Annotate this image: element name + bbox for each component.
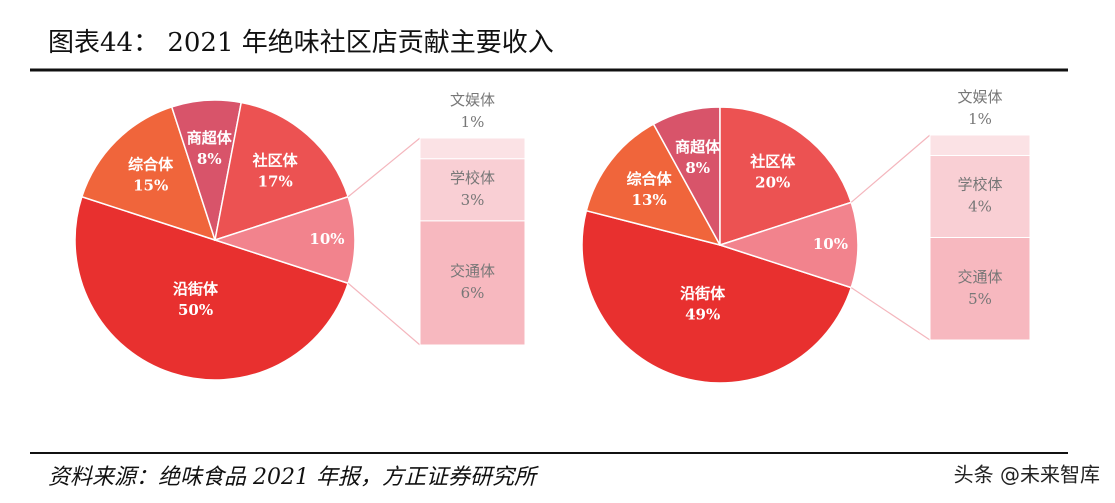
slice-name: 沿街体 xyxy=(173,280,219,298)
breakdown-value-label: 6% xyxy=(461,284,485,302)
slice-value-label: 10% xyxy=(309,230,344,248)
pie-slice xyxy=(212,195,356,285)
slice-name: 商超体 xyxy=(675,138,721,156)
slice-value-label: 17% xyxy=(258,173,293,191)
pie-slice xyxy=(717,201,859,289)
slice-name: 社区体 xyxy=(252,152,299,170)
slice-name: 综合体 xyxy=(627,170,673,188)
source: 资料来源：绝味食品 2021 年报，方正证券研究所 xyxy=(48,465,539,490)
breakdown-name: 学校体 xyxy=(450,169,495,187)
breakdown-name: 文娱体 xyxy=(450,91,495,109)
pie-slice xyxy=(214,101,350,242)
slice-value-label: 8% xyxy=(197,150,222,168)
breakdown-value-label: 1% xyxy=(461,113,485,131)
connector xyxy=(347,282,421,346)
slice-value-label: 10% xyxy=(813,235,848,253)
breakdown-bar xyxy=(419,158,526,222)
slice-name: 综合体 xyxy=(128,156,174,174)
connector xyxy=(850,287,931,341)
figure-title: 图表44： 2021 年绝味社区店贡献主要收入 xyxy=(48,28,554,58)
slice-value-label: 49% xyxy=(685,306,720,324)
breakdown-value-label: 5% xyxy=(968,290,992,308)
pie-slice xyxy=(80,105,217,242)
slice-name: 沿街体 xyxy=(680,285,726,303)
slice-value-label: 13% xyxy=(632,191,667,209)
slice-value-label: 20% xyxy=(755,173,790,191)
breakdown-value-label: 1% xyxy=(968,110,992,128)
breakdown-bar xyxy=(929,134,1031,156)
breakdown-bar xyxy=(929,237,1031,341)
breakdown-name: 学校体 xyxy=(957,176,1002,194)
slice-name: 社区体 xyxy=(749,152,796,170)
slice-value-label: 8% xyxy=(685,159,710,177)
breakdown-bar xyxy=(419,137,526,160)
connector xyxy=(850,134,931,203)
slice-name: 商超体 xyxy=(187,129,233,147)
pie-slice xyxy=(719,106,853,247)
pie-slice xyxy=(581,209,853,384)
breakdown-bar xyxy=(929,155,1031,238)
breakdown-name: 交通体 xyxy=(957,268,1002,286)
watermark: 头条 @未来智库 xyxy=(954,463,1100,487)
slice-value-label: 15% xyxy=(133,177,168,195)
pie-slice xyxy=(585,123,722,247)
pie-slice xyxy=(74,195,350,381)
breakdown-value-label: 4% xyxy=(968,198,992,216)
breakdown-value-label: 3% xyxy=(461,191,485,209)
breakdown-name: 交通体 xyxy=(450,262,495,280)
breakdown-bar xyxy=(419,220,526,346)
connector xyxy=(347,137,421,198)
slice-value-label: 50% xyxy=(178,301,213,319)
breakdown-name: 文娱体 xyxy=(957,88,1002,106)
